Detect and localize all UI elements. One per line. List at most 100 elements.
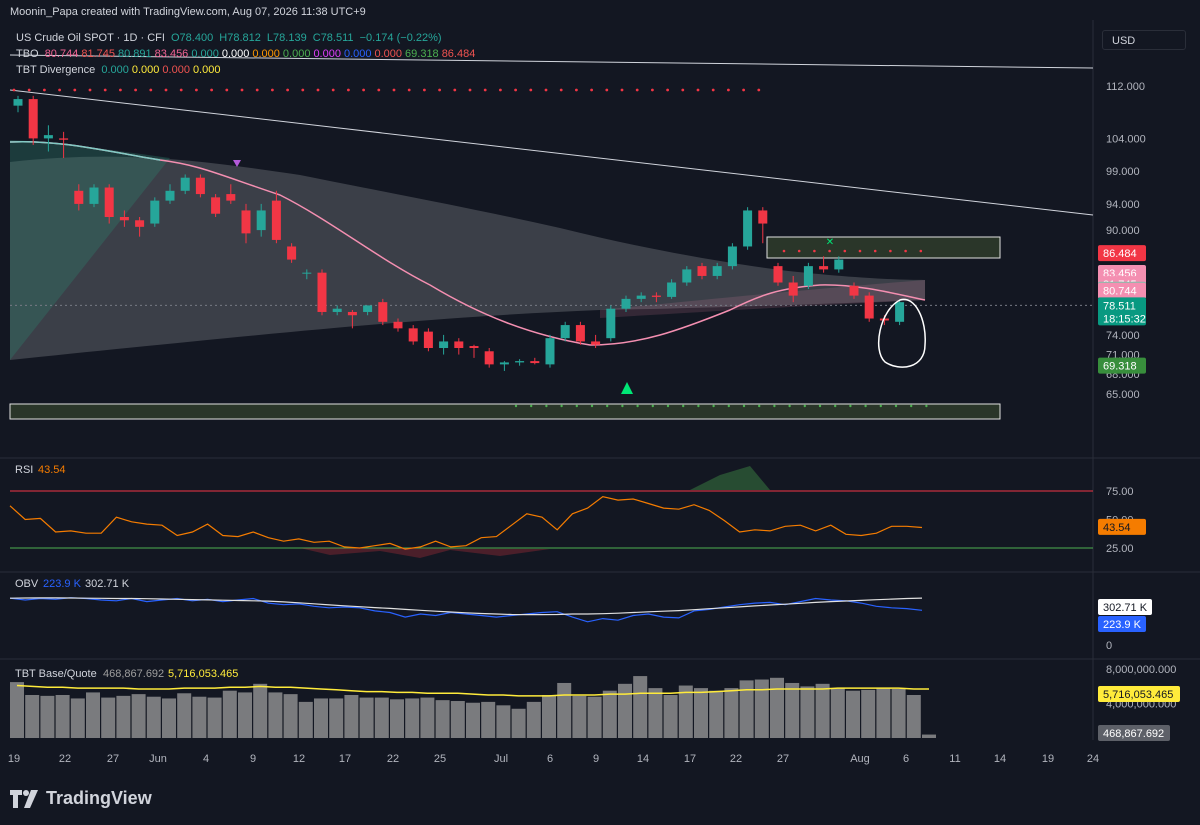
volume-bar bbox=[450, 701, 465, 738]
tbo-value: 0.000 bbox=[282, 48, 311, 60]
price-tick: 74.000 bbox=[1106, 330, 1140, 342]
candle-body bbox=[347, 311, 357, 316]
volume-bar bbox=[618, 683, 632, 738]
resistance-dot bbox=[179, 88, 183, 92]
time-tick: 4 bbox=[203, 753, 209, 765]
candle-body bbox=[545, 338, 555, 365]
support-dot bbox=[651, 404, 654, 408]
support-dot bbox=[834, 404, 837, 408]
candle-body bbox=[864, 295, 874, 319]
time-tick: 9 bbox=[593, 753, 599, 765]
volume-bar bbox=[298, 701, 313, 738]
resistance-dot bbox=[666, 88, 669, 92]
symbol-name[interactable]: US Crude Oil SPOT · 1D · CFI bbox=[16, 32, 165, 44]
candle-body bbox=[743, 210, 753, 247]
obv-ma-line bbox=[9, 597, 923, 616]
volume-bar bbox=[435, 700, 450, 738]
candle-body bbox=[317, 272, 327, 312]
resistance-dot bbox=[544, 88, 548, 92]
time-tick: 19 bbox=[8, 753, 20, 765]
candle-body bbox=[575, 325, 585, 342]
candle-body bbox=[712, 266, 722, 276]
resistance-dot bbox=[103, 88, 107, 92]
support-dot bbox=[682, 404, 685, 408]
rsi-tick: 75.00 bbox=[1106, 486, 1134, 498]
volume-bar bbox=[116, 695, 131, 738]
resistance-dot bbox=[377, 88, 381, 92]
resistance-dot bbox=[757, 88, 761, 92]
support-dot bbox=[879, 404, 882, 408]
support-dot bbox=[742, 404, 746, 408]
ohlc-low: L78.139 bbox=[266, 32, 307, 44]
time-tick: 25 bbox=[434, 753, 446, 765]
volume-value: 468,867.692 bbox=[103, 668, 164, 680]
support-dot bbox=[864, 404, 867, 408]
time-tick: 17 bbox=[684, 753, 696, 765]
resistance-dot bbox=[438, 88, 441, 92]
candle-body bbox=[150, 200, 160, 224]
support-dot bbox=[606, 404, 609, 408]
support-dot bbox=[621, 404, 624, 408]
resistance-dot bbox=[43, 88, 46, 92]
resistance-box-dot bbox=[889, 249, 892, 253]
resistance-dot bbox=[681, 88, 685, 92]
price-tick: 90.000 bbox=[1106, 225, 1140, 237]
candle-body bbox=[271, 200, 281, 240]
symbol-legend: US Crude Oil SPOT · 1D · CFI O78.400 H78… bbox=[16, 32, 445, 44]
candle-body bbox=[621, 298, 631, 309]
volume-bar bbox=[420, 697, 435, 738]
time-tick: 24 bbox=[1087, 753, 1099, 765]
candle-body bbox=[849, 285, 859, 296]
resistance-dot bbox=[575, 88, 578, 92]
support-dot bbox=[803, 404, 806, 408]
rsi-oversold-fill bbox=[300, 548, 550, 558]
candle-body bbox=[74, 190, 84, 204]
volume-bar bbox=[192, 696, 207, 738]
volume-bar bbox=[770, 677, 784, 738]
support-box bbox=[9, 403, 1001, 420]
candle-body bbox=[803, 266, 813, 286]
support-dot bbox=[514, 404, 518, 408]
time-tick: 27 bbox=[777, 753, 789, 765]
support-dot bbox=[818, 404, 822, 408]
price-label: 80.744 bbox=[1103, 286, 1137, 298]
divergence-label: TBT Divergence bbox=[16, 64, 96, 76]
resistance-dot bbox=[559, 88, 563, 92]
resistance-dot bbox=[514, 88, 517, 92]
resistance-dot bbox=[453, 88, 457, 92]
volume-bar bbox=[359, 697, 374, 738]
support-dot bbox=[666, 404, 670, 408]
obv-price-label: 302.71 K bbox=[1103, 602, 1148, 614]
ohlc-high: H78.812 bbox=[219, 32, 261, 44]
obv-value: 223.9 K bbox=[43, 578, 82, 590]
candle-body bbox=[697, 266, 707, 276]
volume-bar bbox=[268, 692, 283, 738]
divergence-legend[interactable]: TBT Divergence 0.000 0.000 0.000 0.000 bbox=[16, 64, 223, 76]
candle-body bbox=[378, 302, 388, 322]
volume-bar bbox=[602, 690, 617, 738]
tbo-value: 0.000 bbox=[343, 48, 372, 60]
support-dot bbox=[636, 404, 639, 408]
currency-selector[interactable]: USD bbox=[1102, 30, 1186, 50]
candle-body bbox=[241, 210, 251, 234]
price-tick: 104.000 bbox=[1106, 133, 1146, 145]
tbo-value: 0.000 bbox=[191, 48, 219, 60]
support-dot bbox=[575, 404, 578, 408]
candle-body bbox=[28, 99, 38, 139]
candle-body bbox=[302, 272, 312, 274]
tbo-legend[interactable]: TBO 80.744 81.745 80.891 83.456 0.000 0.000 0.… bbox=[16, 48, 478, 60]
resistance-dot bbox=[468, 88, 472, 92]
resistance-dot bbox=[73, 88, 77, 92]
volume-bar bbox=[739, 680, 754, 738]
volume-bar bbox=[146, 696, 161, 738]
candle-body bbox=[43, 135, 53, 139]
price-tick: 65.000 bbox=[1106, 389, 1140, 401]
volume-bar bbox=[162, 698, 176, 738]
volume-bar bbox=[526, 701, 541, 738]
time-tick: Aug bbox=[850, 753, 870, 765]
candle-body bbox=[895, 302, 905, 322]
price-label-countdown: 18:15:32 bbox=[1103, 313, 1146, 325]
resistance-dot bbox=[149, 88, 153, 92]
volume-bar bbox=[222, 690, 237, 738]
